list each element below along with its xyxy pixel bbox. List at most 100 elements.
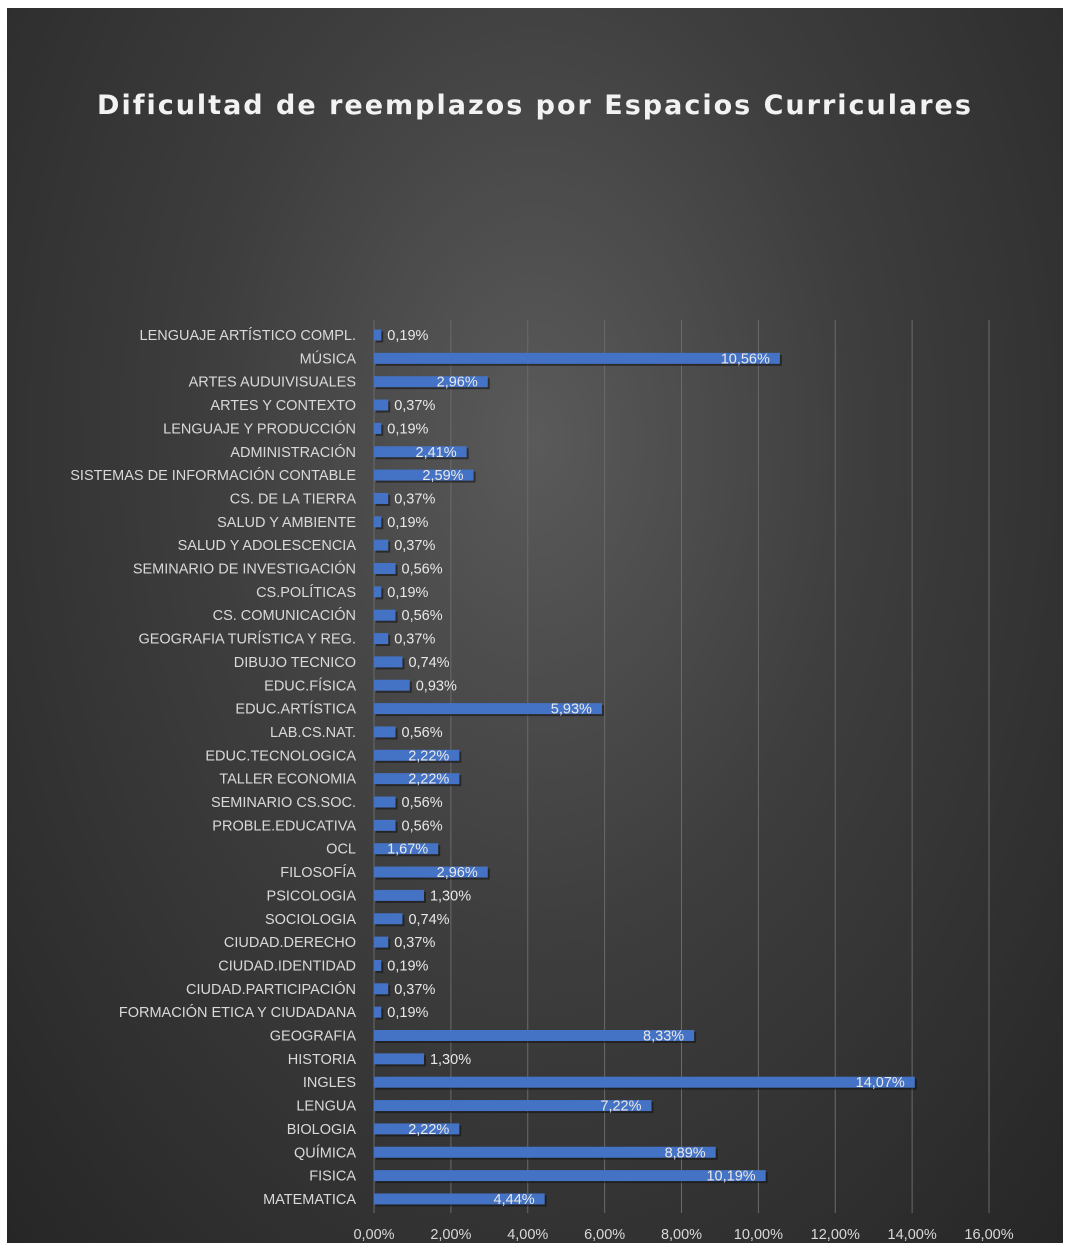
x-tick-label: 2,00%	[430, 1227, 471, 1243]
data-label: 0,37%	[394, 982, 435, 998]
bar	[374, 749, 460, 761]
data-label: 0,56%	[402, 562, 443, 578]
data-label: 0,37%	[394, 935, 435, 951]
data-label: 14,07%	[856, 1075, 905, 1091]
data-label: 0,19%	[387, 421, 428, 437]
bar	[374, 1053, 424, 1065]
data-label: 10,56%	[721, 351, 770, 367]
bar	[374, 843, 439, 855]
category-label: EDUC.ARTÍSTICA	[235, 701, 356, 718]
category-label: FISICA	[309, 1169, 356, 1185]
bar-chart: 0,00% 2,00% 4,00% 6,00% 8,00% 10,00% 12,00% 14,…	[70, 320, 1014, 1243]
data-label: 2,22%	[408, 1122, 449, 1138]
x-tick-label: 10,00%	[734, 1227, 783, 1243]
category-label: FILOSOFÍA	[280, 864, 356, 881]
category-label: LENGUAJE ARTÍSTICO COMPL.	[140, 327, 356, 344]
data-label: 0,56%	[402, 608, 443, 624]
category-label: BIOLOGIA	[287, 1122, 357, 1138]
category-label: LENGUA	[296, 1099, 356, 1115]
bar	[374, 563, 396, 574]
data-label: 0,37%	[394, 538, 435, 554]
category-label: ADMINISTRACIÓN	[230, 444, 356, 461]
data-label: 1,67%	[387, 842, 428, 858]
data-label: 0,93%	[416, 678, 457, 694]
category-label: ARTES Y CONTEXTO	[210, 398, 356, 414]
category-label: CIUDAD.DERECHO	[224, 935, 356, 951]
bar	[374, 656, 403, 668]
data-label: 0,56%	[402, 725, 443, 741]
bar	[374, 376, 488, 388]
bar	[374, 983, 389, 995]
bar	[374, 446, 467, 458]
category-label: QUÍMICA	[294, 1144, 356, 1161]
bar	[374, 329, 382, 341]
data-label: 8,89%	[665, 1145, 706, 1161]
data-label: 0,19%	[387, 515, 428, 531]
x-tick-label: 12,00%	[811, 1227, 860, 1243]
category-label: PSICOLOGIA	[267, 888, 357, 904]
data-label: 0,37%	[394, 398, 435, 414]
data-label: 4,44%	[494, 1192, 535, 1208]
x-tick-label: 8,00%	[661, 1227, 702, 1243]
bar	[374, 726, 396, 738]
bar	[374, 633, 389, 645]
category-label: PROBLE.EDUCATIVA	[212, 818, 356, 834]
category-label: MÚSICA	[300, 350, 357, 367]
data-label: 0,19%	[387, 585, 428, 601]
category-label: FORMACIÓN ETICA Y CIUDADANA	[119, 1004, 356, 1021]
category-label: CS.POLÍTICAS	[256, 584, 356, 601]
data-label: 2,41%	[416, 445, 457, 461]
data-label: 1,30%	[430, 1052, 471, 1068]
category-label: SEMINARIO CS.SOC.	[211, 795, 356, 811]
data-label: 2,59%	[422, 468, 463, 484]
data-label: 0,74%	[408, 655, 449, 671]
x-tick-label: 0,00%	[353, 1227, 394, 1243]
bar	[374, 516, 382, 528]
category-label: SALUD Y AMBIENTE	[217, 515, 356, 531]
bar	[374, 539, 389, 551]
bar	[374, 586, 382, 598]
bar	[374, 866, 488, 878]
category-label: MATEMATICA	[263, 1192, 356, 1208]
category-label: DIBUJO TECNICO	[234, 655, 356, 671]
data-label: 0,37%	[394, 491, 435, 507]
data-label: 0,37%	[394, 632, 435, 648]
bar	[374, 889, 424, 901]
data-label: 2,96%	[437, 375, 478, 391]
category-label: GEOGRAFIA	[270, 1029, 357, 1045]
category-label: SOCIOLOGIA	[265, 912, 356, 928]
bar	[374, 1100, 652, 1112]
bar	[374, 773, 460, 785]
bar	[374, 796, 396, 808]
category-label: SALUD Y ADOLESCENCIA	[178, 538, 357, 554]
bar	[374, 469, 474, 481]
bar	[374, 913, 403, 925]
category-label: CIUDAD.PARTICIPACIÓN	[186, 981, 356, 998]
category-label: ARTES AUDUIVISUALES	[189, 375, 356, 391]
x-tick-label: 4,00%	[507, 1227, 548, 1243]
category-label: EDUC.TECNOLOGICA	[205, 748, 356, 764]
bar	[374, 422, 382, 434]
bar	[374, 1146, 716, 1158]
category-label: LAB.CS.NAT.	[270, 725, 356, 741]
bar	[374, 819, 396, 831]
category-label: CS. DE LA TIERRA	[230, 491, 357, 507]
category-label: SEMINARIO DE INVESTIGACIÓN	[133, 561, 356, 578]
data-label: 0,74%	[408, 912, 449, 928]
data-label: 0,56%	[402, 795, 443, 811]
x-tick-label: 14,00%	[888, 1227, 937, 1243]
category-label: INGLES	[303, 1075, 356, 1091]
category-label: OCL	[326, 842, 356, 858]
x-tick-label: 6,00%	[584, 1227, 625, 1243]
category-label: CS. COMUNICACIÓN	[213, 607, 356, 624]
category-label: HISTORIA	[288, 1052, 357, 1068]
data-label: 0,56%	[402, 818, 443, 834]
category-label: TALLER ECONOMIA	[219, 772, 356, 788]
bar	[374, 1030, 695, 1041]
bar	[374, 936, 389, 948]
data-label: 1,30%	[430, 888, 471, 904]
data-label: 0,19%	[387, 958, 428, 974]
data-label: 2,96%	[437, 865, 478, 881]
x-tick-label: 16,00%	[964, 1227, 1013, 1243]
bar	[374, 492, 389, 504]
